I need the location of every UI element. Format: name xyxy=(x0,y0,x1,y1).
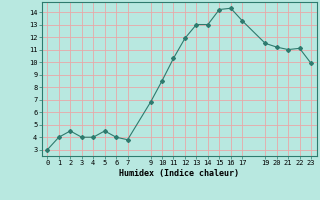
X-axis label: Humidex (Indice chaleur): Humidex (Indice chaleur) xyxy=(119,169,239,178)
